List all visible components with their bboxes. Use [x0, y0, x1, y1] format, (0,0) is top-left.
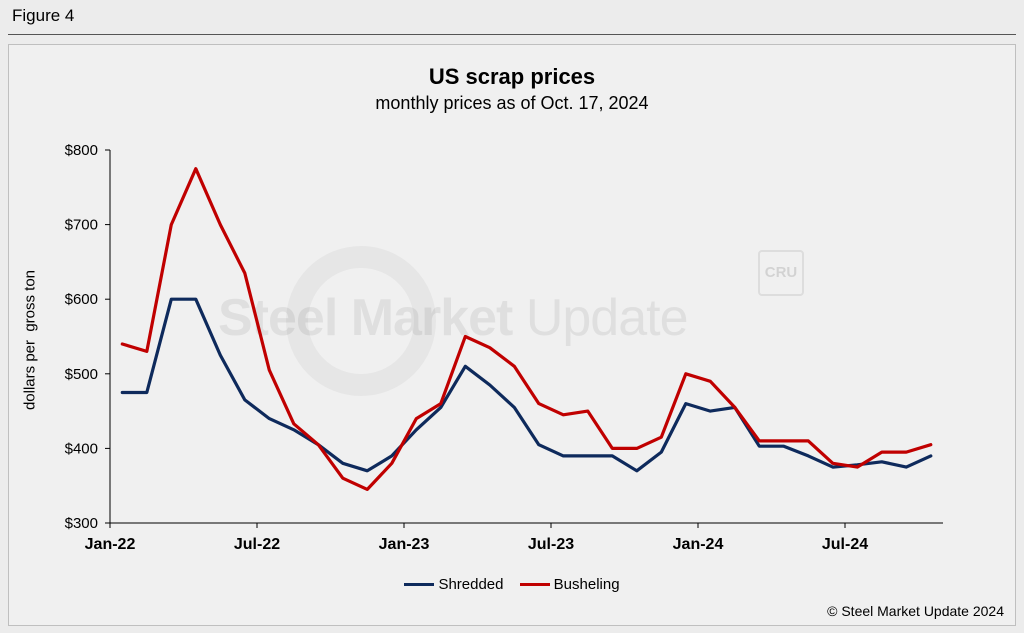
legend-item-shredded: Shredded: [404, 576, 504, 593]
x-tick-label: Jul-23: [528, 536, 574, 553]
figure-divider: [8, 34, 1016, 35]
cru-logo: CRU: [758, 250, 804, 296]
x-tick-label: Jul-24: [822, 536, 868, 553]
chart-panel: [8, 44, 1016, 626]
x-tick-label: Jan-22: [85, 536, 136, 553]
legend: Shredded Busheling: [0, 576, 1024, 593]
legend-item-busheling: Busheling: [519, 576, 620, 593]
copyright-notice: © Steel Market Update 2024: [827, 603, 1004, 619]
x-tick-label: Jul-22: [234, 536, 280, 553]
x-tick-label: Jan-24: [673, 536, 724, 553]
y-tick-label: $600: [65, 291, 98, 308]
legend-swatch-busheling: [519, 582, 550, 586]
series-line-busheling: [120, 167, 933, 491]
chart-subtitle: monthly prices as of Oct. 17, 2024: [375, 93, 649, 113]
x-tick-label: Jan-23: [379, 536, 430, 553]
legend-label-busheling: Busheling: [553, 576, 620, 593]
y-tick-label: $500: [65, 366, 98, 383]
series-line-shredded: [120, 297, 933, 473]
chart-title: US scrap prices: [428, 64, 596, 89]
watermark-light: Update: [512, 289, 689, 347]
y-tick-label: $800: [65, 142, 98, 159]
y-tick-label: $400: [65, 440, 98, 457]
y-tick-label: $700: [65, 217, 98, 234]
figure-label: Figure 4: [12, 6, 75, 25]
watermark-text: Steel Market Update: [218, 288, 689, 348]
y-tick-label: $300: [65, 515, 98, 532]
legend-label-shredded: Shredded: [438, 576, 504, 593]
legend-swatch-shredded: [404, 582, 435, 586]
